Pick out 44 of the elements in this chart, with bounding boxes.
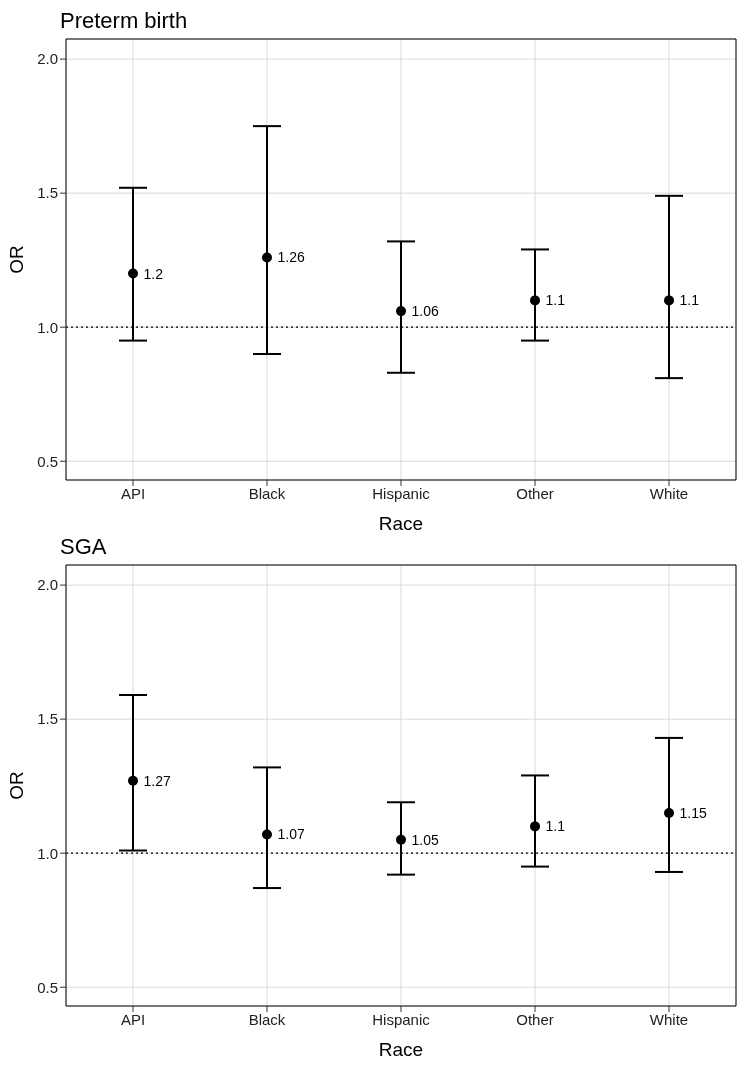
- y-tick-label: 2.0: [37, 50, 58, 68]
- point: [128, 775, 138, 786]
- point: [262, 252, 272, 263]
- data-label: 1.07: [277, 826, 305, 843]
- y-axis-title: OR: [5, 771, 27, 800]
- x-tick-label: Black: [248, 484, 286, 502]
- x-axis-title: Race: [378, 513, 424, 534]
- point: [396, 306, 406, 317]
- data-label: 1.2: [143, 265, 164, 282]
- y-tick-label: 1.5: [37, 184, 58, 202]
- data-label: 1.26: [277, 249, 305, 266]
- x-tick-label: Hispanic: [372, 1010, 431, 1028]
- y-tick-label: 0.5: [37, 978, 58, 996]
- point: [128, 268, 138, 279]
- y-tick-label: 1.5: [37, 710, 58, 728]
- x-tick-label: Other: [516, 484, 554, 502]
- y-tick-label: 1.0: [37, 318, 58, 336]
- y-tick-label: 0.5: [37, 452, 58, 470]
- chart-title: SGA: [59, 534, 108, 560]
- data-label: 1.05: [411, 831, 439, 848]
- x-tick-label: Black: [248, 1010, 286, 1028]
- point: [396, 834, 406, 845]
- point: [262, 829, 272, 840]
- point: [530, 821, 540, 832]
- x-axis-title: Race: [378, 1039, 424, 1060]
- x-tick-label: Hispanic: [372, 484, 431, 502]
- chart-title: Preterm birth: [59, 8, 189, 34]
- point: [664, 807, 674, 818]
- x-tick-label: API: [120, 484, 146, 502]
- x-tick-label: API: [120, 1010, 146, 1028]
- y-tick-label: 1.0: [37, 844, 58, 862]
- data-label: 1.1: [545, 292, 566, 309]
- point: [530, 295, 540, 306]
- data-label: 1.15: [679, 804, 707, 821]
- data-label: 1.06: [411, 303, 439, 320]
- point: [664, 295, 674, 306]
- x-tick-label: Other: [516, 1010, 554, 1028]
- x-tick-label: White: [649, 484, 689, 502]
- x-tick-label: White: [649, 1010, 689, 1028]
- y-axis-title: OR: [5, 245, 27, 274]
- y-tick-label: 2.0: [37, 576, 58, 594]
- data-label: 1.27: [143, 772, 171, 789]
- data-label: 1.1: [679, 292, 700, 309]
- data-label: 1.1: [545, 818, 566, 835]
